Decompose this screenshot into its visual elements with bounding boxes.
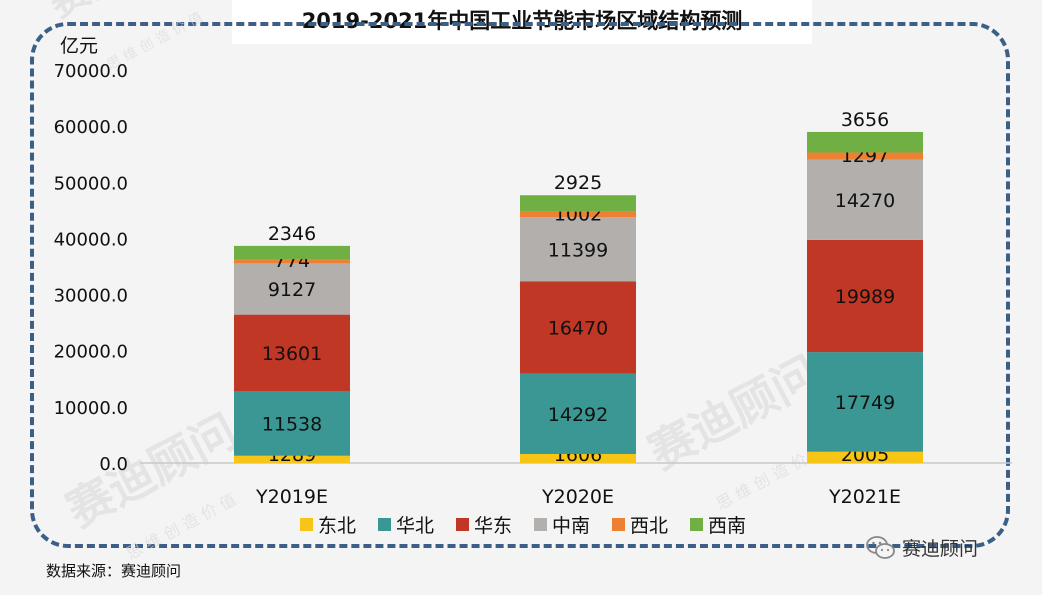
data-label: 17749 — [835, 392, 895, 414]
x-tick-label: Y2019E — [255, 486, 328, 508]
bar-segment-dongbei — [807, 451, 923, 463]
y-tick-label: 70000.0 — [54, 61, 128, 82]
bars-group: 1289115381360191277742346160614292164701… — [234, 109, 923, 466]
data-label: 11538 — [262, 413, 322, 435]
data-label: 14292 — [548, 404, 608, 426]
bar-segment-dongbei — [234, 455, 350, 463]
chart-title: 2019-2021年中国工业节能市场区域结构预测 — [301, 9, 743, 33]
bar-segment-huabei — [234, 390, 350, 456]
data-label: 2925 — [554, 172, 602, 194]
bar-segment-xinan — [234, 245, 350, 260]
data-label: 14270 — [835, 190, 895, 212]
bar-segment-huabei — [520, 373, 636, 454]
legend-swatch-zhongnan — [534, 518, 547, 531]
x-tick-label: Y2020E — [541, 486, 614, 508]
wechat-badge: 赛迪顾问 — [866, 534, 978, 561]
legend-swatch-huabei — [378, 518, 391, 531]
legend-swatch-xinan — [690, 518, 703, 531]
x-tick-label: Y2021E — [828, 486, 901, 508]
bar-segment-xibei — [520, 211, 636, 218]
legend-label: 西南 — [708, 515, 746, 537]
bar-segment-zhongnan — [807, 159, 923, 240]
y-tick-label: 0.0 — [99, 454, 128, 475]
data-label: 2346 — [268, 223, 316, 245]
bar-segment-huadong — [520, 281, 636, 374]
data-label: 16470 — [548, 318, 608, 340]
legend-swatch-huadong — [456, 518, 469, 531]
bar-segment-zhongnan — [520, 217, 636, 282]
data-label: 11399 — [548, 239, 608, 261]
bar-segment-xinan — [520, 195, 636, 212]
y-axis-unit-label: 亿元 — [60, 35, 98, 57]
legend-label: 东北 — [318, 515, 356, 537]
bar-segment-zhongnan — [234, 263, 350, 315]
legend-label: 西北 — [630, 515, 668, 537]
wechat-label: 赛迪顾问 — [902, 538, 979, 560]
bar-segment-huadong — [807, 239, 923, 353]
bar-segment-xinan — [807, 131, 923, 153]
legend-swatch-xibei — [612, 518, 625, 531]
source-note: 数据来源：赛迪顾问 — [46, 562, 182, 580]
bar-segment-huabei — [807, 352, 923, 452]
y-tick-label: 50000.0 — [54, 173, 128, 194]
y-axis-ticks: 0.0 10000.0 20000.0 30000.0 40000.0 50000.0 60… — [54, 61, 128, 475]
y-tick-label: 20000.0 — [54, 342, 128, 363]
y-tick-label: 10000.0 — [54, 398, 128, 419]
data-label: 3656 — [841, 109, 889, 131]
watermark-group: 赛迪顾问 赛迪顾问 赛迪顾问 思 维 创 造 价 值 思 维 创 造 价 值 思… — [41, 0, 829, 564]
wechat-icon — [866, 535, 895, 559]
bar-segment-dongbei — [520, 453, 636, 463]
y-tick-label: 40000.0 — [54, 229, 128, 250]
bar-segment-xibei — [807, 152, 923, 160]
y-tick-label: 30000.0 — [54, 286, 128, 307]
x-axis-labels: Y2019E Y2020E Y2021E — [255, 486, 901, 508]
bar-segment-xibei — [234, 259, 350, 264]
legend-label: 中南 — [552, 515, 590, 537]
data-label: 19989 — [835, 286, 895, 308]
legend: 东北 华北 华东 中南 西北 西南 — [300, 515, 746, 537]
bar-segment-huadong — [234, 314, 350, 391]
data-label: 13601 — [262, 343, 322, 365]
chart-frame — [30, 22, 1010, 548]
data-label: 9127 — [268, 279, 316, 301]
legend-label: 华北 — [396, 515, 434, 537]
y-tick-label: 60000.0 — [54, 117, 128, 138]
legend-label: 华东 — [474, 515, 512, 537]
legend-swatch-dongbei — [300, 518, 313, 531]
